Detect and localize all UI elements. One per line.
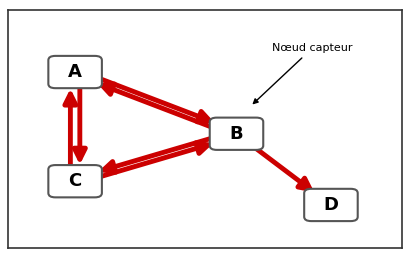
Text: A: A [68, 63, 82, 81]
Text: B: B [229, 125, 243, 143]
Text: Nœud capteur: Nœud capteur [253, 43, 352, 103]
Text: C: C [68, 172, 81, 190]
FancyBboxPatch shape [48, 56, 101, 88]
Text: D: D [323, 196, 337, 214]
FancyBboxPatch shape [209, 118, 263, 150]
FancyBboxPatch shape [303, 189, 357, 221]
FancyBboxPatch shape [48, 165, 101, 197]
